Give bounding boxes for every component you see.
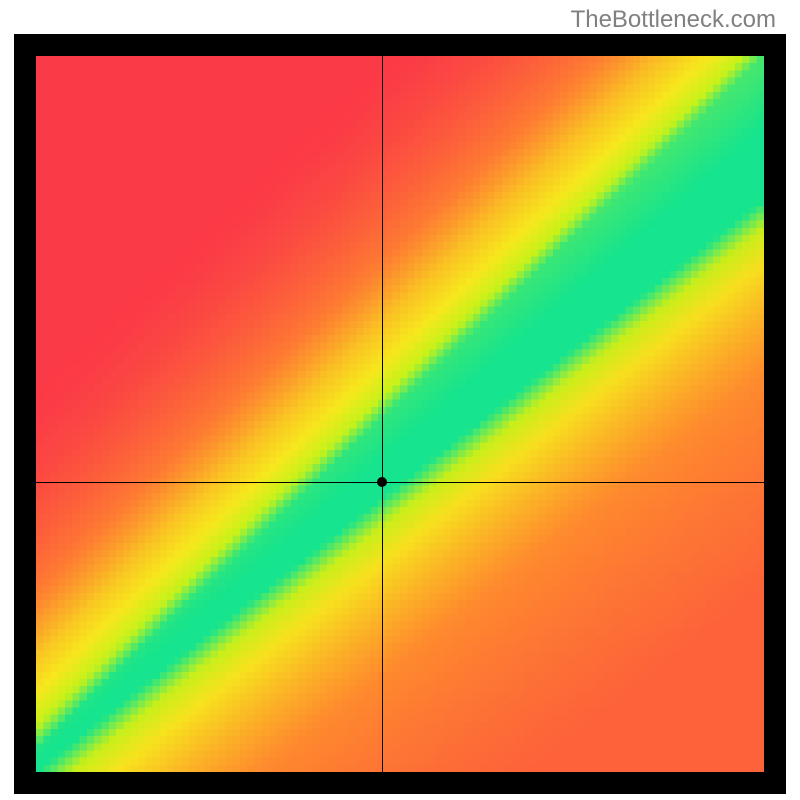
heatmap-canvas <box>36 56 764 772</box>
plot-frame <box>14 34 786 794</box>
crosshair-marker-dot <box>377 477 387 487</box>
crosshair-vertical <box>382 56 383 772</box>
plot-area <box>36 56 764 772</box>
watermark-text: TheBottleneck.com <box>571 6 776 34</box>
page-container: TheBottleneck.com <box>0 0 800 800</box>
crosshair-horizontal <box>36 482 764 483</box>
